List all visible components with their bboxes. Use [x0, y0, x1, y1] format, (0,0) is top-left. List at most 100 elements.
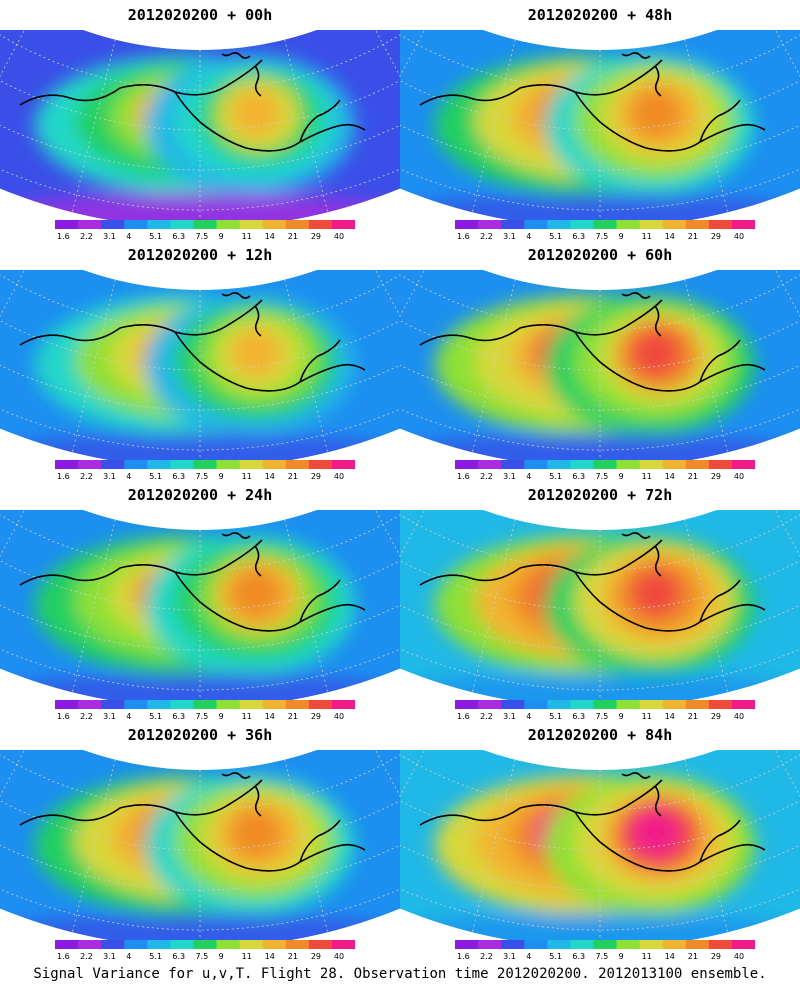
colorbar-swatch [285, 460, 310, 469]
colorbar-swatch [524, 220, 548, 229]
colorbar-swatch [124, 460, 148, 469]
coastline [19, 757, 366, 872]
panel-title: 2012020200 + 48h [527, 6, 673, 24]
colorbar-swatch [478, 700, 502, 709]
colorbar-swatch [501, 460, 525, 469]
variance-contour [230, 809, 282, 857]
colorbar-tick-label: 40 [734, 472, 744, 480]
colorbar-tick-label: 11 [242, 952, 252, 960]
colorbar-swatch [616, 940, 641, 949]
colorbar-tick-label: 4 [126, 712, 131, 720]
graticule [0, 750, 400, 940]
colorbar-tick-label: 3.1 [103, 472, 116, 480]
colorbar-swatch [570, 460, 594, 469]
graticule [0, 30, 400, 220]
variance-contour [630, 569, 682, 617]
colorbar-swatch [478, 940, 502, 949]
colorbar-swatch [639, 460, 664, 469]
colorbar-tick-label: 6.3 [172, 472, 185, 480]
colorbar-tick-label: 40 [734, 712, 744, 720]
colorbar-swatch [262, 700, 287, 709]
colorbar-tick-label: 7.5 [595, 472, 608, 480]
colorbar-swatch [501, 220, 525, 229]
colorbar-tick-label: 9 [619, 232, 624, 240]
colorbar-tick-label: 11 [242, 712, 252, 720]
colorbar-tick-label: 5.1 [149, 232, 162, 240]
colorbar-swatch [193, 940, 218, 949]
colorbar-swatch [55, 460, 79, 469]
colorbar-tick-label: 9 [619, 712, 624, 720]
panel-title: 2012020200 + 84h [527, 726, 673, 744]
colorbar-swatch [685, 700, 710, 709]
colorbar-swatch [124, 940, 148, 949]
colorbar-swatch [524, 700, 548, 709]
colorbar-tick-label: 29 [311, 712, 321, 720]
colorbar-tick-label: 5.1 [549, 952, 562, 960]
graticule [400, 270, 800, 460]
colorbar-swatch [55, 940, 79, 949]
colorbar-swatch [262, 220, 287, 229]
colorbar-tick-label: 3.1 [103, 232, 116, 240]
coastline [419, 757, 766, 872]
colorbar-swatch [308, 940, 333, 949]
variance-map [0, 510, 400, 700]
colorbar-tick-label: 5.1 [549, 712, 562, 720]
colorbar-swatch [147, 700, 171, 709]
colorbar-swatch [708, 700, 733, 709]
colorbar-swatch [547, 220, 571, 229]
colorbar-tick-label: 5.1 [149, 952, 162, 960]
colorbar-tick-label: 9 [619, 472, 624, 480]
colorbar-swatch [78, 460, 102, 469]
colorbar-swatch [101, 940, 125, 949]
colorbar-swatch [55, 700, 79, 709]
colorbar-swatch [616, 700, 641, 709]
colorbar: 1.6 2.2 3.1 4 5.1 6.3 7.5 9 11 14 21 29 40 [455, 700, 755, 720]
graticule [0, 510, 400, 700]
colorbar-tick-label: 1.6 [57, 952, 70, 960]
colorbar-swatch [308, 700, 333, 709]
variance-map [400, 30, 800, 220]
colorbar-tick-label: 7.5 [595, 952, 608, 960]
colorbar-tick-label: 3.1 [503, 712, 516, 720]
colorbar-swatch [478, 220, 502, 229]
figure-caption: Signal Variance for u,v,T. Flight 28. Ob… [33, 966, 767, 982]
colorbar-swatch [616, 220, 641, 229]
colorbar-swatch [170, 460, 194, 469]
colorbar-tick-label: 14 [665, 952, 675, 960]
colorbar-tick-label: 9 [619, 952, 624, 960]
colorbar-swatch [331, 220, 355, 229]
colorbar-swatch [685, 940, 710, 949]
colorbar-swatch [239, 220, 264, 229]
colorbar-swatch [216, 460, 241, 469]
colorbar-tick-label: 21 [688, 712, 698, 720]
variance-contour [630, 809, 682, 857]
colorbar-tick-label: 1.6 [457, 472, 470, 480]
colorbar-swatch [239, 700, 264, 709]
colorbar-tick-label: 21 [288, 952, 298, 960]
colorbar-swatch [193, 220, 218, 229]
colorbar-tick-label: 29 [711, 712, 721, 720]
colorbar-tick-label: 21 [288, 712, 298, 720]
colorbar-tick-label: 4 [126, 232, 131, 240]
colorbar-tick-label: 7.5 [195, 952, 208, 960]
colorbar-swatch [593, 460, 618, 469]
colorbar-swatch [101, 460, 125, 469]
graticule [0, 270, 400, 460]
panel-title: 2012020200 + 60h [527, 246, 673, 264]
colorbar-tick-label: 4 [126, 472, 131, 480]
colorbar-tick-label: 7.5 [595, 232, 608, 240]
colorbar-swatch [731, 460, 755, 469]
colorbar-swatch [170, 700, 194, 709]
chart-panel: 2012020200 + 24h 1.6 2.2 3.1 4 5.1 6.3 7.5 9 11 14… [0, 480, 400, 720]
colorbar-tick-label: 1.6 [457, 712, 470, 720]
colorbar-tick-label: 6.3 [572, 232, 585, 240]
variance-map [400, 750, 800, 940]
colorbar-swatch [662, 460, 687, 469]
colorbar-tick-label: 14 [265, 712, 275, 720]
colorbar-tick-label: 2.2 [80, 232, 93, 240]
colorbar-swatch [147, 940, 171, 949]
colorbar-tick-label: 2.2 [80, 472, 93, 480]
colorbar-swatch [685, 460, 710, 469]
colorbar-tick-label: 11 [242, 232, 252, 240]
panel-title: 2012020200 + 00h [127, 6, 273, 24]
